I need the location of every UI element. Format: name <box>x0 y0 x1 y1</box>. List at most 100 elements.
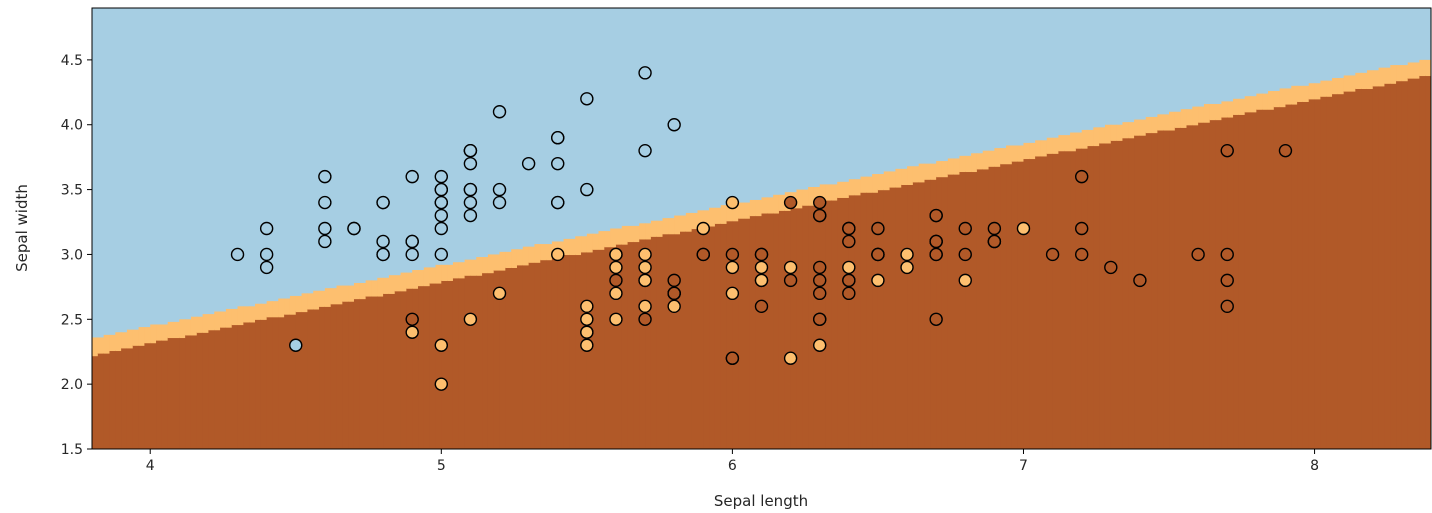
region-cell-virginica <box>371 295 378 449</box>
region-cell-versicolor <box>953 158 961 175</box>
data-point-versicolor <box>580 325 594 339</box>
data-point-virginica <box>813 260 827 275</box>
region-cell-versicolor <box>1221 101 1228 118</box>
region-cell-virginica <box>540 259 547 449</box>
data-point-versicolor <box>725 260 740 275</box>
region-cell-virginica <box>121 347 128 449</box>
region-cell-virginica <box>557 257 565 449</box>
region-cell-virginica <box>1291 103 1298 449</box>
region-cell-versicolor <box>703 210 710 227</box>
data-point-setosa <box>405 234 419 249</box>
region-cell-versicolor <box>1000 148 1007 165</box>
region-cell-virginica <box>982 168 990 449</box>
region-cell-versicolor <box>289 295 297 315</box>
region-cell-virginica <box>452 277 460 449</box>
data-point-versicolor <box>638 247 652 262</box>
region-cell-virginica <box>668 233 675 449</box>
region-cell-virginica <box>714 223 722 449</box>
region-cell-virginica <box>1198 122 1205 449</box>
data-point-virginica <box>813 273 827 288</box>
region-cell-versicolor <box>342 285 349 302</box>
region-cell-versicolor <box>1355 72 1362 90</box>
region-cell-versicolor <box>220 311 227 328</box>
region-cell-versicolor <box>470 259 477 276</box>
region-cell-versicolor <box>1081 129 1089 149</box>
region-cell-virginica <box>1163 129 1170 449</box>
region-cell-virginica <box>1233 114 1240 449</box>
region-cell-versicolor <box>1297 85 1304 102</box>
data-point-versicolor <box>638 299 652 314</box>
data-point-versicolor <box>638 273 652 288</box>
region-cell-virginica <box>1093 145 1100 449</box>
region-cell-versicolor <box>1215 103 1223 121</box>
y-axis-label: Sepal width <box>13 184 31 272</box>
region-cell-virginica <box>819 202 827 449</box>
region-cell-virginica <box>1029 158 1036 449</box>
region-cell-virginica <box>744 218 751 449</box>
region-cell-virginica <box>516 264 524 449</box>
data-point-setosa <box>580 92 594 106</box>
region-cell-versicolor <box>499 251 506 271</box>
region-cell-virginica <box>255 319 262 449</box>
region-cell-virginica <box>342 301 349 449</box>
region-cell-virginica <box>575 254 582 449</box>
region-cell-versicolor <box>1046 137 1054 154</box>
region-cell-virginica <box>1174 127 1182 449</box>
region-cell-virginica <box>1262 109 1269 449</box>
data-point-virginica <box>1133 273 1147 288</box>
region-cell-virginica <box>185 334 192 449</box>
data-point-setosa <box>463 143 478 158</box>
region-cell-virginica <box>109 350 116 449</box>
region-cell-versicolor <box>802 189 809 206</box>
region-cell-versicolor <box>1198 106 1205 123</box>
data-point-versicolor <box>580 312 594 326</box>
region-cell-virginica <box>872 192 879 449</box>
data-point-versicolor <box>551 247 565 262</box>
data-point-setosa <box>638 66 652 80</box>
region-cell-versicolor <box>773 194 780 214</box>
data-point-setosa <box>667 118 681 132</box>
region-cell-virginica <box>336 303 343 449</box>
region-cell-virginica <box>546 259 553 449</box>
region-cell-virginica <box>965 171 972 449</box>
region-cell-versicolor <box>115 332 122 352</box>
region-cell-versicolor <box>447 264 454 281</box>
region-cell-virginica <box>493 270 501 449</box>
region-cell-versicolor <box>1361 72 1368 90</box>
region-cell-virginica <box>528 262 536 449</box>
region-cell-versicolor <box>668 218 675 235</box>
data-point-virginica <box>667 273 681 288</box>
region-cell-virginica <box>621 244 629 449</box>
region-cell-virginica <box>697 228 704 449</box>
region-cell-virginica <box>749 215 757 449</box>
data-point-setosa <box>492 105 507 119</box>
region-cell-virginica <box>1407 78 1415 449</box>
region-cell-versicolor <box>662 218 669 235</box>
region-cell-versicolor <box>720 205 728 224</box>
region-cell-virginica <box>295 311 303 449</box>
region-cell-virginica <box>324 306 332 449</box>
region-cell-virginica <box>650 236 658 449</box>
region-cell-versicolor <box>1425 59 1431 77</box>
data-point-virginica <box>783 195 798 210</box>
data-point-virginica <box>871 247 885 262</box>
region-cell-versicolor <box>202 314 210 333</box>
region-cell-versicolor <box>598 231 605 250</box>
region-cell-virginica <box>441 280 448 449</box>
region-cell-virginica <box>755 215 763 449</box>
region-cell-virginica <box>901 184 908 449</box>
region-cell-virginica <box>359 298 367 449</box>
x-axis: 4 5 6 7 8 <box>146 449 1319 474</box>
region-cell-versicolor <box>505 251 512 269</box>
region-cell-versicolor <box>1023 142 1030 160</box>
y-tick-label: 4.0 <box>61 118 83 134</box>
region-cell-versicolor <box>534 244 541 263</box>
region-cell-virginica <box>313 308 320 449</box>
region-cell-virginica <box>1425 75 1431 449</box>
region-cell-virginica <box>196 332 204 449</box>
region-cell-virginica <box>476 275 483 449</box>
region-cell-versicolor <box>650 220 658 237</box>
region-cell-versicolor <box>243 306 250 323</box>
region-cell-virginica <box>447 280 454 449</box>
data-point-setosa <box>318 221 332 236</box>
